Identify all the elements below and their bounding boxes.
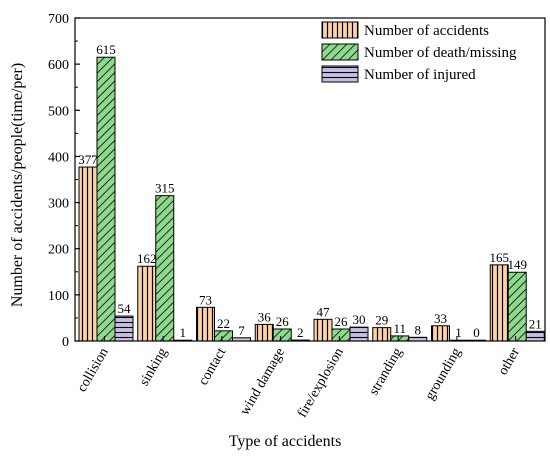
data-label: 165 <box>490 250 510 265</box>
legend-swatch <box>321 43 359 61</box>
y-tick-label: 500 <box>48 104 69 119</box>
legend-label: Number of injured <box>364 67 476 83</box>
data-label: 615 <box>96 42 116 57</box>
data-label: 21 <box>529 316 542 331</box>
data-label: 29 <box>375 313 388 328</box>
data-label: 54 <box>118 301 132 316</box>
x-tick-label: stranding <box>367 346 406 399</box>
x-axis-ticks: collision sinking contact wind damage fire/e… <box>75 336 524 421</box>
bar-death-missing <box>331 328 351 342</box>
x-axis-label: Type of accidents <box>229 433 342 450</box>
bar-death-missing <box>390 335 410 342</box>
bar-accidents <box>431 325 450 342</box>
bar-death-missing <box>96 56 116 342</box>
data-label: 26 <box>276 314 290 329</box>
data-label: 315 <box>155 181 175 196</box>
legend: Number of accidents Number of death/missi… <box>321 21 517 83</box>
data-label: 8 <box>415 322 422 337</box>
x-tick-label: other <box>496 345 524 378</box>
legend-label: Number of accidents <box>364 23 489 39</box>
bar-accidents <box>372 327 392 342</box>
bar-accidents <box>489 264 509 342</box>
bar-accidents <box>254 323 274 342</box>
bar-accidents <box>78 166 98 342</box>
data-label: 0 <box>473 325 480 340</box>
legend-swatch <box>321 65 359 83</box>
x-tick-label: sinking <box>137 346 171 389</box>
y-tick-label: 600 <box>48 58 69 73</box>
data-label: 1 <box>455 325 462 340</box>
data-label: 73 <box>199 292 212 307</box>
data-label: 2 <box>297 325 304 340</box>
data-label: 377 <box>78 152 98 167</box>
y-axis-label: Number of accidents/people(time/per) <box>9 63 26 307</box>
bar-death-missing <box>155 195 175 342</box>
legend-swatch <box>321 21 359 39</box>
data-label: 33 <box>434 311 447 326</box>
data-label: 22 <box>217 316 230 331</box>
bar-accidents <box>313 318 333 342</box>
y-axis-ticks: 0 100 200 300 400 500 600 700 <box>48 12 80 350</box>
legend-label: Number of death/missing <box>364 45 517 61</box>
x-tick-label: contact <box>196 345 229 388</box>
y-tick-label: 300 <box>48 197 69 212</box>
bar-injured <box>114 315 134 342</box>
y-tick-label: 400 <box>48 150 69 165</box>
data-label: 7 <box>238 323 245 338</box>
data-label: 47 <box>317 304 331 319</box>
data-label: 162 <box>137 251 157 266</box>
y-tick-label: 700 <box>48 12 69 27</box>
data-label: 36 <box>258 309 272 324</box>
bar-death-missing <box>507 271 527 342</box>
bar-death-missing <box>272 328 292 342</box>
data-label: 149 <box>508 257 528 272</box>
bar-accidents <box>137 265 157 342</box>
bar-death-missing <box>214 330 233 342</box>
x-tick-label: fire/explosion <box>295 346 347 421</box>
y-tick-label: 0 <box>62 335 69 350</box>
y-tick-label: 200 <box>48 243 69 258</box>
bars-layer <box>78 56 545 342</box>
y-tick-label: 100 <box>48 289 69 304</box>
bar-injured <box>349 326 369 342</box>
data-label: 1 <box>180 325 187 340</box>
x-tick-label: wind damage <box>238 346 289 418</box>
bar-injured <box>525 330 545 342</box>
data-label: 26 <box>335 314 349 329</box>
x-tick-label: grounding <box>423 346 465 403</box>
bar-accidents <box>196 306 215 342</box>
x-tick-label: collision <box>75 346 112 395</box>
data-label: 11 <box>393 321 406 336</box>
data-label: 30 <box>353 312 366 327</box>
